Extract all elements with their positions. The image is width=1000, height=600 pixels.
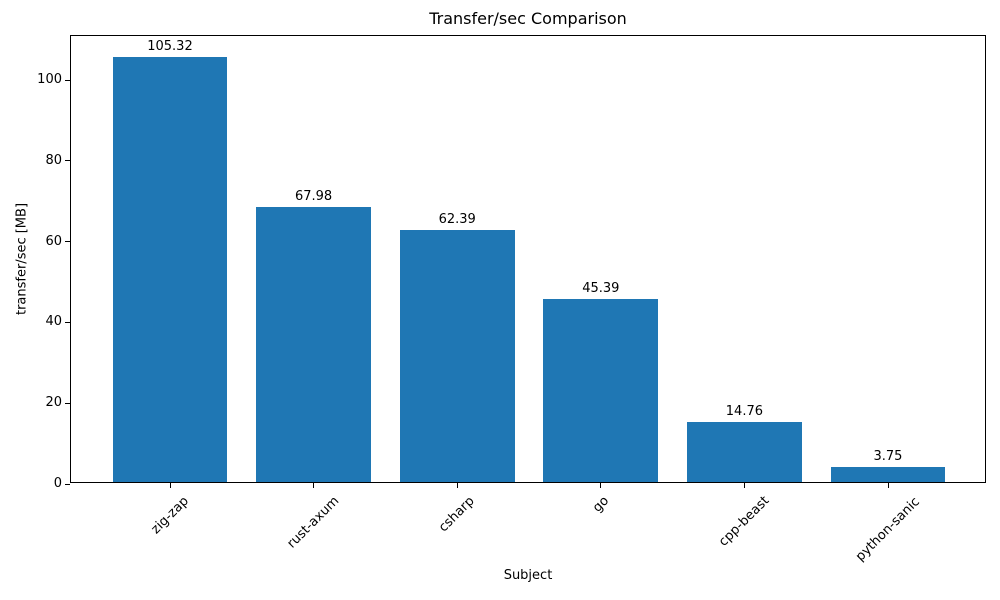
bar-value-label: 3.75 [873,448,903,464]
bar-value-label: 67.98 [294,189,333,205]
y-tick-mark [65,241,70,243]
y-tick-label: 60 [45,233,62,249]
bar-value-label: 45.39 [582,280,620,296]
x-tick-label: csharp [436,494,478,536]
y-tick-mark [65,483,70,485]
y-tick-mark [65,160,70,162]
bar-value-label: 62.39 [438,211,476,227]
bar [256,207,372,482]
y-tick-label: 80 [45,152,62,168]
bar-value-label: 105.32 [147,38,193,54]
x-tick-mark [743,483,745,488]
x-tick-mark [313,483,315,488]
y-tick-mark [65,79,70,81]
y-tick-label: 20 [45,395,62,411]
bar [830,466,946,482]
y-tick-label: 100 [37,72,62,88]
y-tick-label: 0 [53,476,62,491]
plot-area: 0 20 40 60 80 100 105.32 zig-zap 67.98 rust-axum 6… [37,35,986,564]
bar [686,422,802,482]
x-tick-label: python-sanic [852,494,923,564]
x-tick-label: zig-zap [148,493,192,538]
bar [543,298,659,482]
x-tick-mark [169,483,171,488]
bar [399,229,515,482]
bar-value-label: 14.76 [725,404,763,420]
y-axis-label: transfer/sec [MB] [14,202,30,316]
y-tick-mark [65,321,70,323]
x-tick-label: go [589,493,612,516]
y-tick-mark [65,402,70,404]
bar [112,56,228,482]
x-tick-label: cpp-beast [716,493,773,551]
chart-title: Transfer/sec Comparison [429,9,627,28]
x-axis-label: Subject [503,568,553,583]
x-tick-mark [456,483,458,488]
y-tick-label: 40 [45,314,62,330]
x-tick-mark [887,483,889,488]
x-tick-mark [600,483,602,488]
x-tick-label: rust-axum [284,494,343,552]
